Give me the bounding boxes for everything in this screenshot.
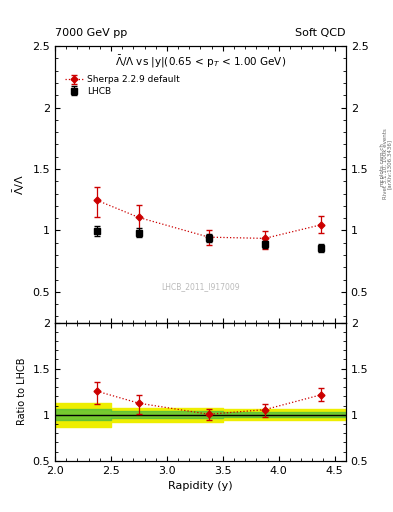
Text: Rivet 3.1.10, 100k events: Rivet 3.1.10, 100k events xyxy=(383,129,388,199)
Text: $\bar{\Lambda}/\Lambda$ vs |y|(0.65 < p$_{T}$ < 1.00 GeV): $\bar{\Lambda}/\Lambda$ vs |y|(0.65 < p$… xyxy=(115,54,286,71)
Legend: Sherpa 2.2.9 default, LHCB: Sherpa 2.2.9 default, LHCB xyxy=(62,73,182,99)
Text: Soft QCD: Soft QCD xyxy=(296,28,346,38)
X-axis label: Rapidity (y): Rapidity (y) xyxy=(168,481,233,491)
Text: mcplots.cern.ch: mcplots.cern.ch xyxy=(379,142,384,186)
Text: LHCB_2011_I917009: LHCB_2011_I917009 xyxy=(161,282,240,291)
Y-axis label: Ratio to LHCB: Ratio to LHCB xyxy=(17,358,27,425)
Text: [arXiv:1306.3436]: [arXiv:1306.3436] xyxy=(387,139,392,189)
Y-axis label: $\bar{\Lambda}/\Lambda$: $\bar{\Lambda}/\Lambda$ xyxy=(12,174,27,195)
Text: 7000 GeV pp: 7000 GeV pp xyxy=(55,28,127,38)
